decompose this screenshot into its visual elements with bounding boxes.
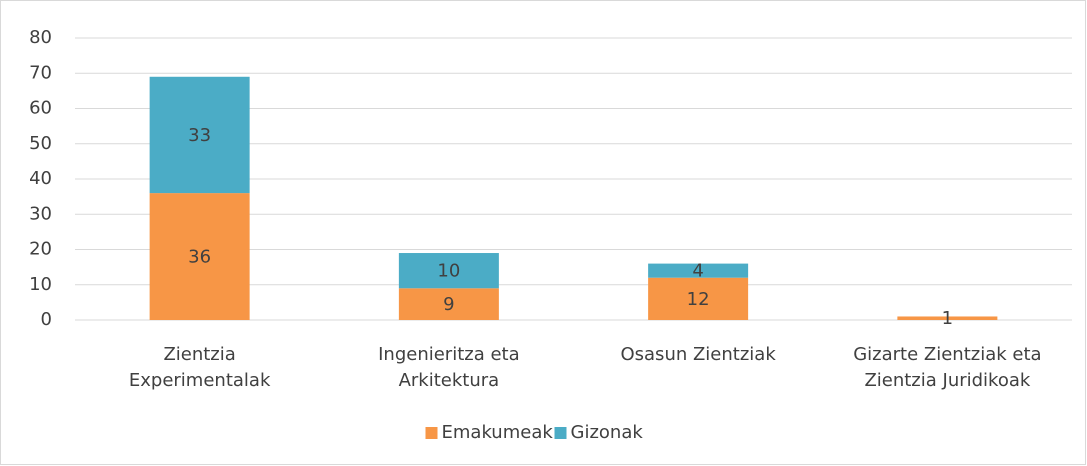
y-tick-label: 80 — [29, 27, 52, 48]
x-tick-label: Gizarte Zientziak eta — [853, 344, 1041, 365]
y-tick-label: 50 — [29, 133, 52, 154]
x-tick-label: Zientzia — [163, 344, 235, 365]
x-tick-label: Experimentalak — [129, 370, 271, 391]
data-label: 12 — [687, 289, 710, 310]
x-tick-label: Osasun Zientziak — [620, 344, 776, 365]
y-tick-label: 10 — [29, 274, 52, 295]
y-tick-label: 70 — [29, 62, 52, 83]
x-tick-label: Zientzia Juridikoak — [864, 370, 1030, 391]
data-label: 1 — [942, 308, 953, 329]
x-tick-label: Arkitektura — [399, 370, 500, 391]
data-label: 36 — [188, 247, 211, 268]
bar-segment — [149, 193, 250, 320]
x-tick-label: Ingenieritza eta — [378, 344, 520, 365]
bar-segment — [648, 277, 749, 320]
y-tick-label: 0 — [41, 309, 52, 330]
data-label: 33 — [188, 125, 211, 146]
legend-label: Gizonak — [571, 422, 644, 443]
legend-label: Emakumeak — [442, 422, 554, 443]
bar-segment — [897, 316, 998, 320]
bar-segment — [648, 263, 749, 278]
y-tick-label: 30 — [29, 203, 52, 224]
data-label: 4 — [692, 261, 703, 282]
bar-segment — [398, 253, 499, 289]
legend-swatch — [425, 427, 438, 439]
legend-swatch — [554, 427, 567, 439]
data-label: 9 — [443, 294, 454, 315]
y-tick-label: 40 — [29, 168, 52, 189]
data-label: 10 — [437, 261, 460, 282]
y-tick-label: 60 — [29, 98, 52, 119]
bar-segment — [398, 288, 499, 320]
y-tick-label: 20 — [29, 239, 52, 260]
bar-segment — [149, 76, 250, 194]
